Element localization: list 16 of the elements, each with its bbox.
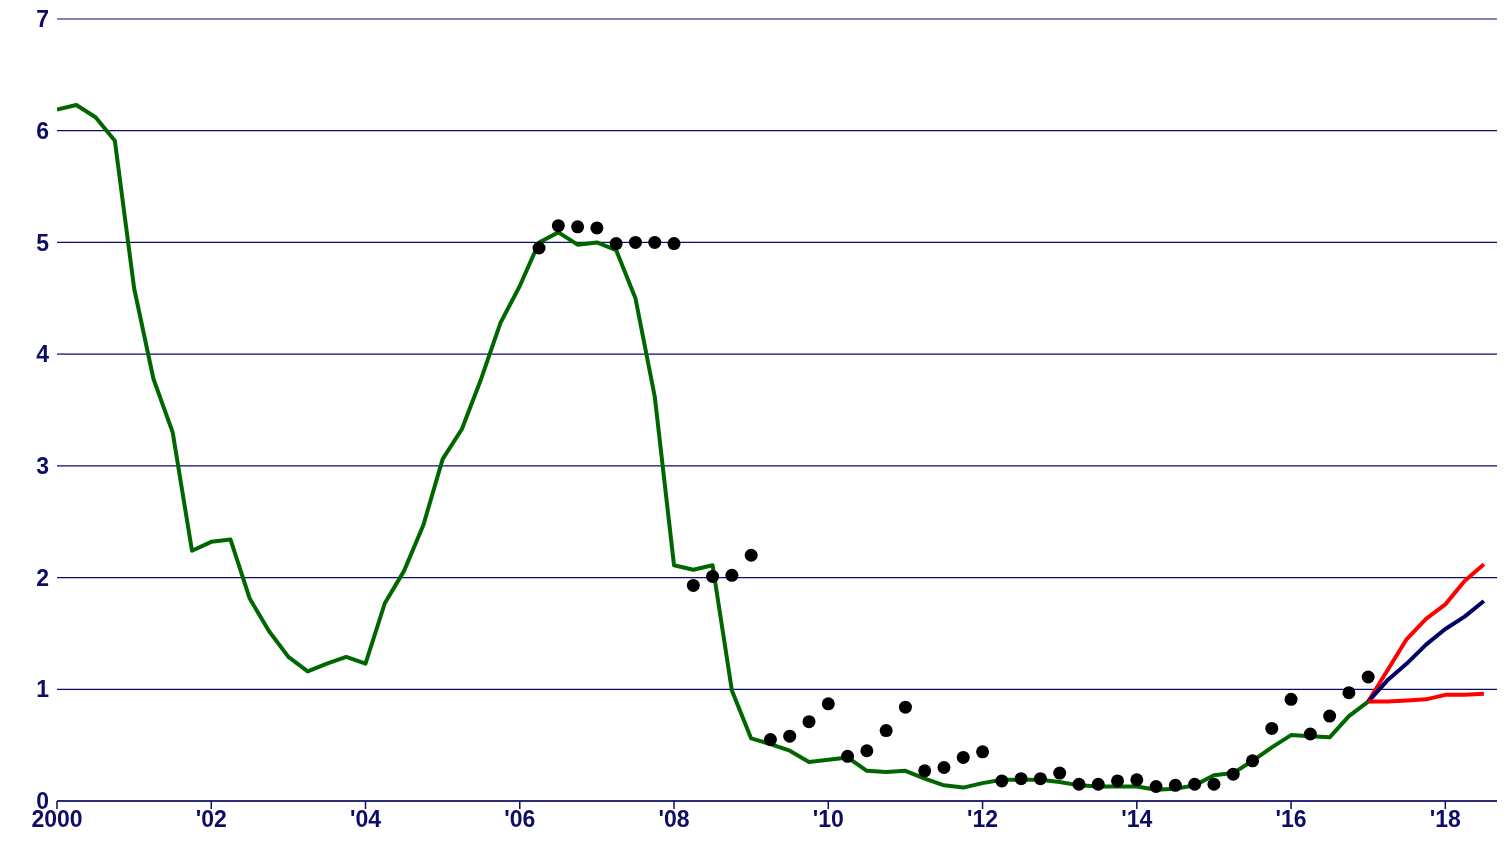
y-tick-label: 6 xyxy=(36,117,49,144)
x-tick-label: '10 xyxy=(812,806,844,833)
x-tick-label: '14 xyxy=(1121,806,1153,833)
y-tick-label: 5 xyxy=(36,229,50,256)
y-tick-label: 2 xyxy=(36,564,49,591)
x-tick-label: '12 xyxy=(967,806,999,833)
x-tick-label: '08 xyxy=(658,806,690,833)
x-tick-label: '02 xyxy=(195,806,227,833)
x-tick-label: '16 xyxy=(1275,806,1307,833)
y-tick-label: 3 xyxy=(36,453,49,480)
y-tick-label: 7 xyxy=(36,6,49,33)
x-tick-label: '06 xyxy=(504,806,536,833)
x-tick-label: '18 xyxy=(1429,806,1462,833)
y-tick-label: 4 xyxy=(36,341,50,368)
y-tick-label: 1 xyxy=(36,676,50,703)
x-tick-label: '04 xyxy=(349,806,382,833)
